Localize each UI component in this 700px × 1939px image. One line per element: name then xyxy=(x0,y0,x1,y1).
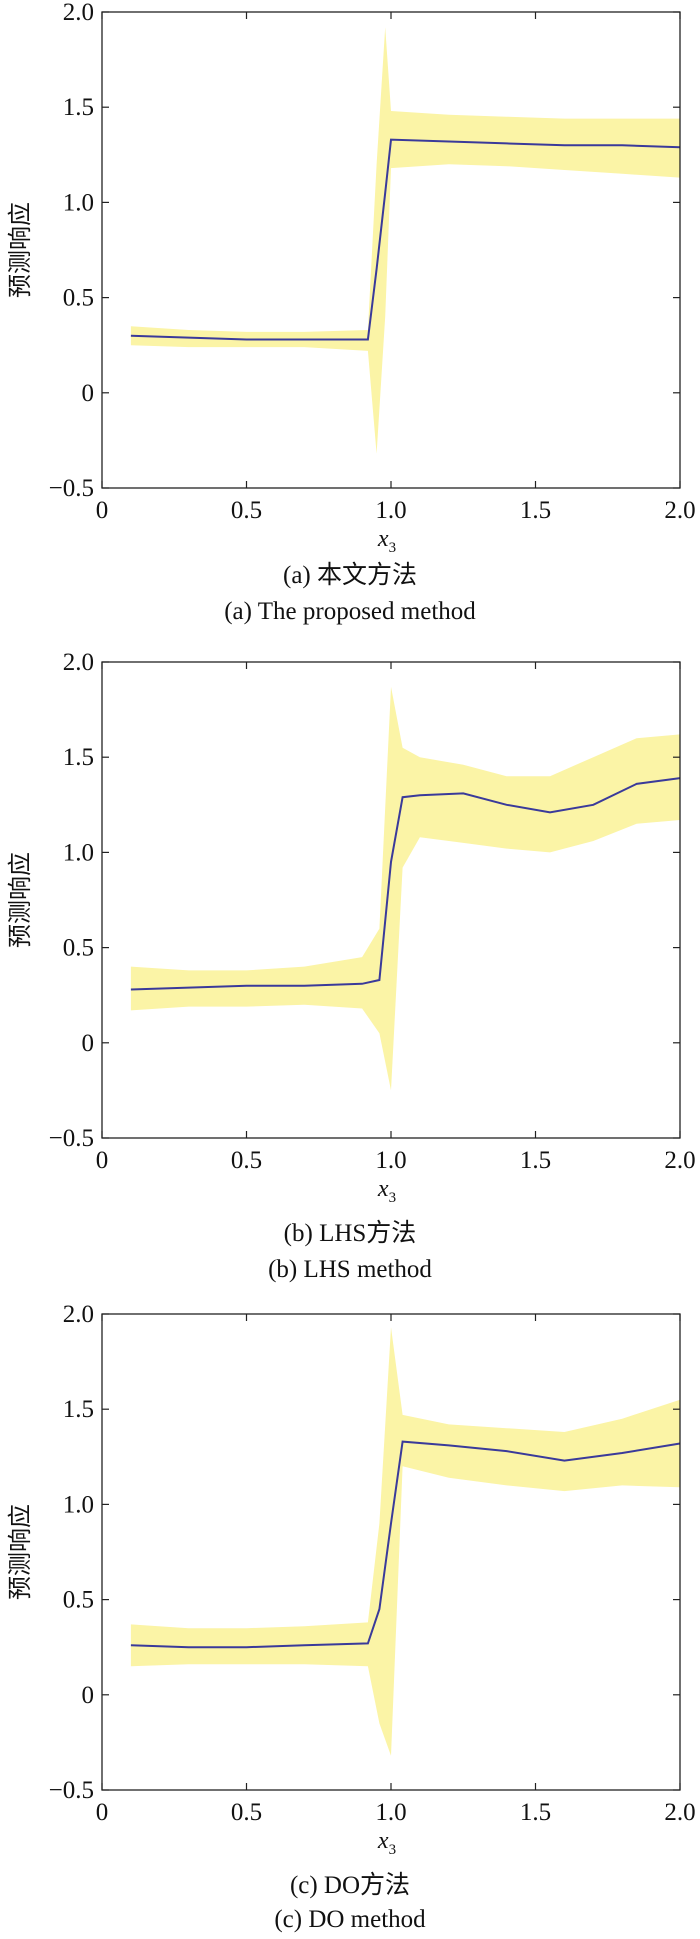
mean-response-line xyxy=(130,777,681,991)
confidence-band xyxy=(130,1327,680,1756)
y-axis-title: 预测响应 xyxy=(7,852,34,948)
x-tick-label: 0 xyxy=(96,1799,109,1826)
y-tick-label: −0.5 xyxy=(49,475,94,502)
x-tick-label: 0 xyxy=(96,497,109,524)
y-tick-label: 0.5 xyxy=(63,935,94,962)
x-tick-label: 1.5 xyxy=(520,1799,551,1826)
y-tick-label: 0 xyxy=(82,380,95,407)
caption-zh-a: (a) 本文方法 xyxy=(283,562,417,589)
y-tick-label: 2.0 xyxy=(63,0,94,26)
x-tick-label: 2.0 xyxy=(664,1799,695,1826)
y-axis-title: 预测响应 xyxy=(7,202,34,298)
y-axis-title: 预测响应 xyxy=(7,1504,34,1600)
y-tick-label: −0.5 xyxy=(49,1125,94,1152)
y-tick-label: 0 xyxy=(82,1682,95,1709)
caption-zh-b: (b) LHS方法 xyxy=(283,1220,417,1247)
y-tick-label: 0 xyxy=(82,1030,95,1057)
x-tick-label: 0 xyxy=(96,1147,109,1174)
chart-panel-a: −0.5 0 0.5 1.0 1.5 2.0 0 0.5 1.0 1.5 2.0 x3 预测响应 (a)… xyxy=(0,0,700,637)
caption-en-b: (b) LHS method xyxy=(268,1256,432,1283)
y-tick-label: −0.5 xyxy=(49,1777,94,1804)
x-tick-label: 0.5 xyxy=(231,1147,262,1174)
confidence-band xyxy=(130,27,680,454)
caption-en-c: (c) DO method xyxy=(274,1906,426,1933)
x-tick-label: 0.5 xyxy=(231,497,262,524)
y-tick-label: 1.0 xyxy=(63,1491,94,1518)
caption-en-a: (a) The proposed method xyxy=(224,598,476,625)
y-tick-label: 2.0 xyxy=(63,1302,94,1328)
x-tick-label: 2.0 xyxy=(664,497,695,524)
x-tick-label: 0.5 xyxy=(231,1799,262,1826)
confidence-band xyxy=(130,686,680,1091)
x-tick-label: 1.0 xyxy=(375,497,406,524)
x-axis-title: x3 xyxy=(377,1828,396,1858)
x-tick-label: 1.5 xyxy=(520,1147,551,1174)
y-tick-label: 1.5 xyxy=(63,744,94,771)
y-tick-label: 1.0 xyxy=(63,839,94,866)
x-axis-title: x3 xyxy=(377,1176,396,1206)
x-tick-label: 1.5 xyxy=(520,497,551,524)
x-tick-label: 1.0 xyxy=(375,1799,406,1826)
x-tick-label: 2.0 xyxy=(664,1147,695,1174)
y-tick-label: 1.5 xyxy=(63,1396,94,1423)
y-tick-label: 0.5 xyxy=(63,285,94,312)
chart-panel-b: −0.5 0 0.5 1.0 1.5 2.0 0 0.5 1.0 1.5 2.0 x3 预测响应 (b)… xyxy=(0,650,700,1287)
y-tick-label: 0.5 xyxy=(63,1587,94,1614)
mean-response-line xyxy=(130,138,681,341)
mean-response-line xyxy=(130,1440,681,1649)
y-tick-label: 2.0 xyxy=(63,650,94,676)
y-tick-label: 1.0 xyxy=(63,189,94,216)
plot-frame xyxy=(101,11,681,489)
y-tick-label: 1.5 xyxy=(63,94,94,121)
x-tick-label: 1.0 xyxy=(375,1147,406,1174)
chart-panel-c: −0.5 0 0.5 1.0 1.5 2.0 0 0.5 1.0 1.5 2.0 x3 预测响应 (c)… xyxy=(0,1302,700,1939)
x-axis-title: x3 xyxy=(377,526,396,556)
caption-zh-c: (c) DO方法 xyxy=(289,1872,411,1899)
